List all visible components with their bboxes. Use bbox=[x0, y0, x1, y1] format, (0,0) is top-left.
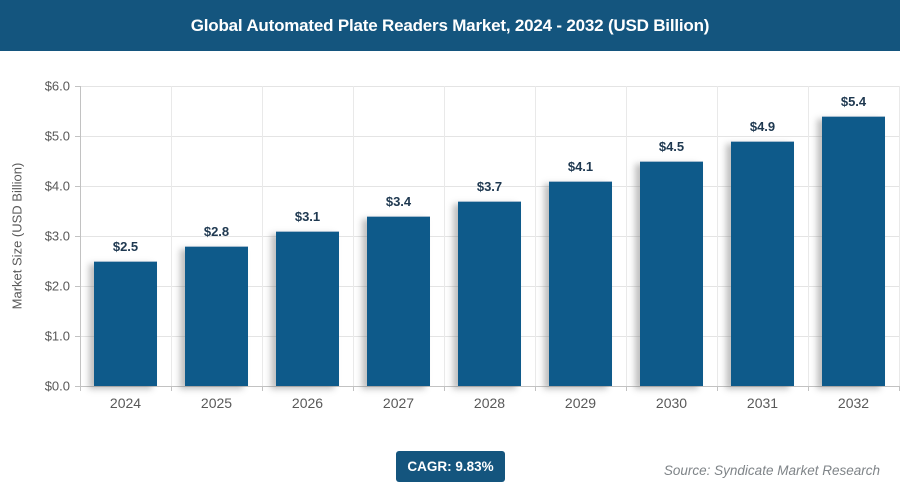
x-tick-mark bbox=[535, 386, 536, 391]
x-axis-label: 2024 bbox=[109, 395, 142, 411]
gridline-vertical bbox=[353, 86, 354, 386]
y-tick-label: $4.0 bbox=[44, 178, 70, 194]
gridline-vertical bbox=[262, 86, 263, 386]
bar-value-label: $3.1 bbox=[294, 209, 321, 224]
y-tick-mark bbox=[75, 236, 80, 237]
bar-value-label: $3.4 bbox=[385, 194, 412, 209]
x-tick-mark bbox=[808, 386, 809, 391]
x-tick-mark bbox=[171, 386, 172, 391]
y-tick-mark bbox=[75, 186, 80, 187]
gridline-horizontal bbox=[80, 86, 899, 87]
bar-value-label: $4.9 bbox=[749, 119, 776, 134]
y-tick-label: $0.0 bbox=[44, 378, 70, 394]
cagr-badge: CAGR: 9.83% bbox=[396, 451, 505, 482]
x-axis-label: 2026 bbox=[291, 395, 324, 411]
x-axis-label: 2025 bbox=[200, 395, 233, 411]
source-credit: Source: Syndicate Market Research bbox=[663, 463, 880, 478]
y-tick-label: $5.0 bbox=[44, 128, 70, 144]
y-tick-label: $3.0 bbox=[44, 228, 70, 244]
bar-value-label: $4.5 bbox=[658, 139, 685, 154]
bar-2029 bbox=[549, 181, 612, 386]
bar-2026 bbox=[276, 231, 339, 386]
chart-title: Global Automated Plate Readers Market, 2… bbox=[190, 15, 710, 35]
bar-2032 bbox=[822, 116, 885, 386]
bar-value-label: $5.4 bbox=[840, 94, 867, 109]
bar-2027 bbox=[367, 216, 430, 386]
y-axis-line bbox=[80, 86, 81, 386]
x-axis-label: 2028 bbox=[473, 395, 506, 411]
y-axis-title: Market Size (USD Billion) bbox=[9, 162, 25, 310]
y-tick-mark bbox=[75, 336, 80, 337]
x-axis-label: 2029 bbox=[564, 395, 597, 411]
x-tick-mark bbox=[626, 386, 627, 391]
bar-2030 bbox=[640, 161, 703, 386]
bar-2031 bbox=[731, 141, 794, 386]
x-axis-label: 2030 bbox=[655, 395, 688, 411]
bar-value-label: $4.1 bbox=[567, 159, 594, 174]
bar-value-label: $2.5 bbox=[112, 239, 139, 254]
gridline-vertical bbox=[626, 86, 627, 386]
y-tick-label: $1.0 bbox=[44, 328, 70, 344]
x-tick-mark bbox=[353, 386, 354, 391]
x-tick-mark bbox=[80, 386, 81, 391]
y-tick-label: $6.0 bbox=[44, 78, 70, 94]
gridline-vertical bbox=[717, 86, 718, 386]
x-axis-label: 2032 bbox=[837, 395, 870, 411]
bar-value-label: $2.8 bbox=[203, 224, 230, 239]
bar-2024 bbox=[94, 261, 157, 386]
y-tick-mark bbox=[75, 136, 80, 137]
y-tick-mark bbox=[75, 286, 80, 287]
x-axis-label: 2027 bbox=[382, 395, 415, 411]
chart-title-bar: Global Automated Plate Readers Market, 2… bbox=[0, 0, 900, 51]
gridline-vertical bbox=[535, 86, 536, 386]
y-tick-mark bbox=[75, 386, 80, 387]
bar-2025 bbox=[185, 246, 248, 386]
x-tick-mark bbox=[262, 386, 263, 391]
bar-value-label: $3.7 bbox=[476, 179, 503, 194]
gridline-vertical bbox=[171, 86, 172, 386]
gridline-horizontal bbox=[80, 186, 899, 187]
gridline-vertical bbox=[444, 86, 445, 386]
x-tick-mark bbox=[717, 386, 718, 391]
gridline-horizontal bbox=[80, 136, 899, 137]
y-tick-mark bbox=[75, 86, 80, 87]
y-tick-label: $2.0 bbox=[44, 278, 70, 294]
plot-area: $0.0 $1.0 $2.0 $3.0 $4.0 $5.0 $6.0 $2.5 2024 $2.8… bbox=[45, 79, 900, 411]
gridline-vertical bbox=[808, 86, 809, 386]
x-axis-label: 2031 bbox=[746, 395, 779, 411]
x-axis-line bbox=[80, 386, 899, 387]
bar-2028 bbox=[458, 201, 521, 386]
x-tick-mark bbox=[444, 386, 445, 391]
